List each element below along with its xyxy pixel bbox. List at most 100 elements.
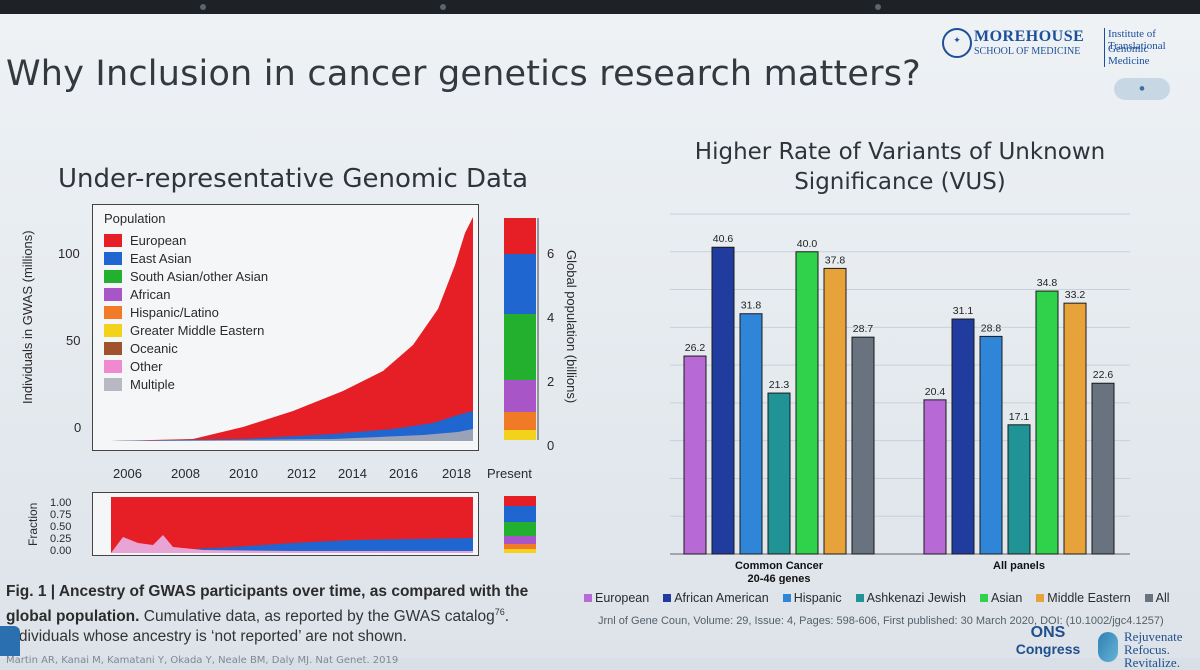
- vus-legend-label: Asian: [991, 591, 1023, 605]
- xtick-label: 2016: [389, 466, 418, 481]
- logo-right-2: Genomic Medicine: [1104, 43, 1186, 67]
- logo-right-1: Institute of Translational: [1104, 28, 1186, 52]
- figure-caption: Fig. 1 | Ancestry of GWAS participants o…: [6, 582, 566, 647]
- bar-hispanic: [979, 335, 1003, 555]
- vus-legend-swatch: [855, 594, 864, 602]
- legend-item: Multiple: [104, 375, 268, 393]
- citation: Martin AR, Kanai M, Kamatani Y, Okada Y,…: [6, 655, 399, 666]
- vus-legend-item: African American: [663, 591, 769, 605]
- rej-line-2: Refocus.: [1124, 642, 1170, 657]
- vus-bar-chart: 26.2 40.6 31.8 21.3 40.0 37.8 28.7 Common Cance…: [670, 213, 1130, 584]
- bar-value-label: 40.6: [713, 233, 734, 245]
- ytick-right: 2: [547, 374, 555, 389]
- vus-legend-item: All: [1144, 591, 1170, 605]
- legend-item: Greater Middle Eastern: [104, 321, 268, 339]
- present-frac-african: [504, 536, 536, 544]
- xtick-label: 2014: [338, 466, 367, 481]
- present-frac-hispanic: [504, 544, 536, 549]
- vus-chart-title: Higher Rate of Variants of Unknown Signi…: [694, 139, 1106, 195]
- bar-value-label: 28.8: [981, 322, 1002, 334]
- legend-item: Hispanic/Latino: [104, 303, 268, 321]
- population-legend: Population European East Asian South Asi…: [104, 211, 268, 393]
- bar-value-label: 28.7: [853, 323, 874, 335]
- bar-value-label: 21.3: [769, 379, 790, 391]
- xtick-label: 2010: [229, 466, 258, 481]
- legend-label: East Asian: [130, 250, 192, 266]
- present-frac-east-asian: [504, 506, 536, 522]
- bar-value-label: 40.0: [797, 238, 818, 250]
- vus-legend-label: European: [595, 591, 650, 605]
- bar-value-label: 20.4: [925, 386, 946, 398]
- bar-value-label: 34.8: [1037, 277, 1058, 289]
- program-badge-icon: ●: [1114, 78, 1170, 100]
- vus-legend-label: African American: [674, 591, 769, 605]
- fraction-other: [111, 535, 473, 553]
- slide-title: Why Inclusion in cancer genetics researc…: [6, 54, 921, 94]
- fraction-svg: [111, 497, 473, 553]
- present-stacked-bar: [504, 218, 539, 440]
- xtick-label: 2008: [171, 466, 200, 481]
- xtick-label: 2018: [442, 466, 471, 481]
- legend-item: Other: [104, 357, 268, 375]
- legend-label: African: [130, 286, 171, 302]
- vus-legend-item: Asian: [980, 591, 1022, 605]
- legend-swatch: [104, 233, 122, 247]
- bezel-led: [200, 4, 206, 10]
- legend-swatch: [104, 287, 122, 301]
- bar-value-label: 37.8: [825, 254, 846, 266]
- fraction-tick: 0.00: [50, 545, 72, 557]
- ytick-right: 0: [547, 438, 555, 453]
- legend-swatch: [104, 251, 122, 265]
- bar-ashkenazi-jewish: [767, 392, 791, 555]
- legend-item: Oceanic: [104, 339, 268, 357]
- xtick-label: Present: [487, 466, 532, 481]
- left-subtitle: Under-representative Genomic Data: [58, 164, 529, 194]
- legend-label: Greater Middle Eastern: [130, 322, 265, 338]
- fraction-tick: 0.50: [50, 521, 72, 533]
- y-axis-label-left: Individuals in GWAS (millions): [20, 230, 35, 404]
- vus-legend-label: All: [1155, 591, 1170, 605]
- vus-legend-label: Middle Eastern: [1047, 591, 1131, 605]
- ytick-label: 0: [74, 420, 82, 435]
- vus-legend-item: Ashkenazi Jewish: [855, 591, 966, 605]
- legend-item: South Asian/other Asian: [104, 267, 268, 285]
- screen-bezel: [0, 0, 1200, 14]
- ons-top: ONS: [1030, 624, 1066, 641]
- legend-label: Hispanic/Latino: [130, 304, 219, 320]
- ytick-right: 6: [547, 246, 555, 261]
- logo-main: MOREHOUSE: [974, 28, 1085, 45]
- y-axis-label-right: Global population (billions): [564, 250, 579, 404]
- legend-swatch: [104, 341, 122, 355]
- area-european: [111, 217, 473, 441]
- vus-legend-label: Hispanic: [793, 591, 842, 605]
- present-seg-south-asian: [504, 314, 536, 380]
- bar-value-label: 26.2: [685, 342, 706, 354]
- bar-middle-eastern: [1063, 302, 1087, 555]
- ytick-label: 100: [58, 246, 80, 261]
- fraction-tick: 0.75: [50, 509, 72, 521]
- bar-value-label: 17.1: [1009, 411, 1030, 423]
- bar-african-american: [711, 246, 735, 555]
- bar-asian: [1035, 290, 1059, 555]
- fraction-label: Fraction: [26, 502, 40, 546]
- bar-all: [851, 336, 875, 555]
- vus-legend-item: European: [584, 591, 649, 605]
- bezel-led: [875, 4, 881, 10]
- seal-icon: ✦: [942, 28, 972, 58]
- category-label: All panels: [993, 560, 1045, 572]
- legend-swatch: [104, 305, 122, 319]
- category-sublabel: 20-46 genes: [748, 573, 811, 584]
- legend-title: Population: [104, 211, 166, 226]
- present-frac-european: [504, 496, 536, 506]
- vus-legend-swatch: [663, 594, 672, 602]
- bar-ashkenazi-jewish: [1007, 424, 1031, 555]
- bar-value-label: 31.1: [953, 305, 974, 317]
- legend-label: Oceanic: [130, 340, 178, 356]
- bar-asian: [795, 251, 819, 555]
- journal-reference: Jrnl of Gene Coun, Volume: 29, Issue: 4,…: [598, 615, 1164, 627]
- gwas-area-chart: [92, 204, 479, 451]
- fraction-tick: 1.00: [50, 497, 72, 509]
- logo-sub: SCHOOL OF MEDICINE: [974, 46, 1081, 57]
- category-label: Common Cancer: [735, 560, 824, 572]
- legend-swatch: [104, 377, 122, 391]
